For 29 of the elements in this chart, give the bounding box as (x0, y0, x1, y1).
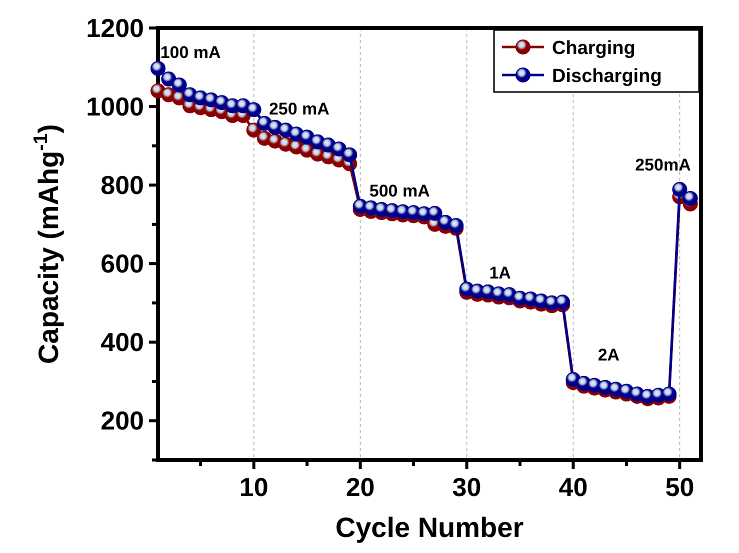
point (682, 190, 698, 206)
point (150, 60, 166, 76)
annotation: 500 mA (369, 181, 430, 200)
x-tick-label: 10 (239, 472, 268, 502)
point (332, 141, 346, 156)
point (246, 102, 262, 118)
legend-label: Charging (552, 38, 636, 59)
annotation: 250mA (635, 156, 691, 175)
x-tick-label: 40 (558, 472, 588, 502)
y-tick-label: 1000 (86, 92, 144, 122)
y-tick-label: 1200 (86, 13, 144, 43)
x-tick-label: 20 (346, 472, 375, 502)
y-tick-label: 200 (100, 406, 144, 436)
point (161, 72, 176, 87)
point (672, 182, 688, 197)
x-tick-label: 50 (665, 472, 694, 502)
legend-label: Discharging (552, 66, 662, 87)
annotation: 1A (489, 264, 511, 283)
y-tick-label: 600 (100, 248, 144, 279)
x-axis-title: Cycle Number (335, 512, 524, 543)
annotation: 250 mA (268, 99, 330, 118)
annotation: 2A (598, 346, 620, 365)
point (342, 147, 358, 162)
y-tick-label: 400 (100, 327, 144, 358)
point (427, 206, 442, 221)
y-tick-label: 800 (100, 170, 144, 200)
x-tick-label: 30 (452, 472, 482, 502)
annotation: 100 mA (160, 43, 221, 62)
point (172, 77, 187, 92)
